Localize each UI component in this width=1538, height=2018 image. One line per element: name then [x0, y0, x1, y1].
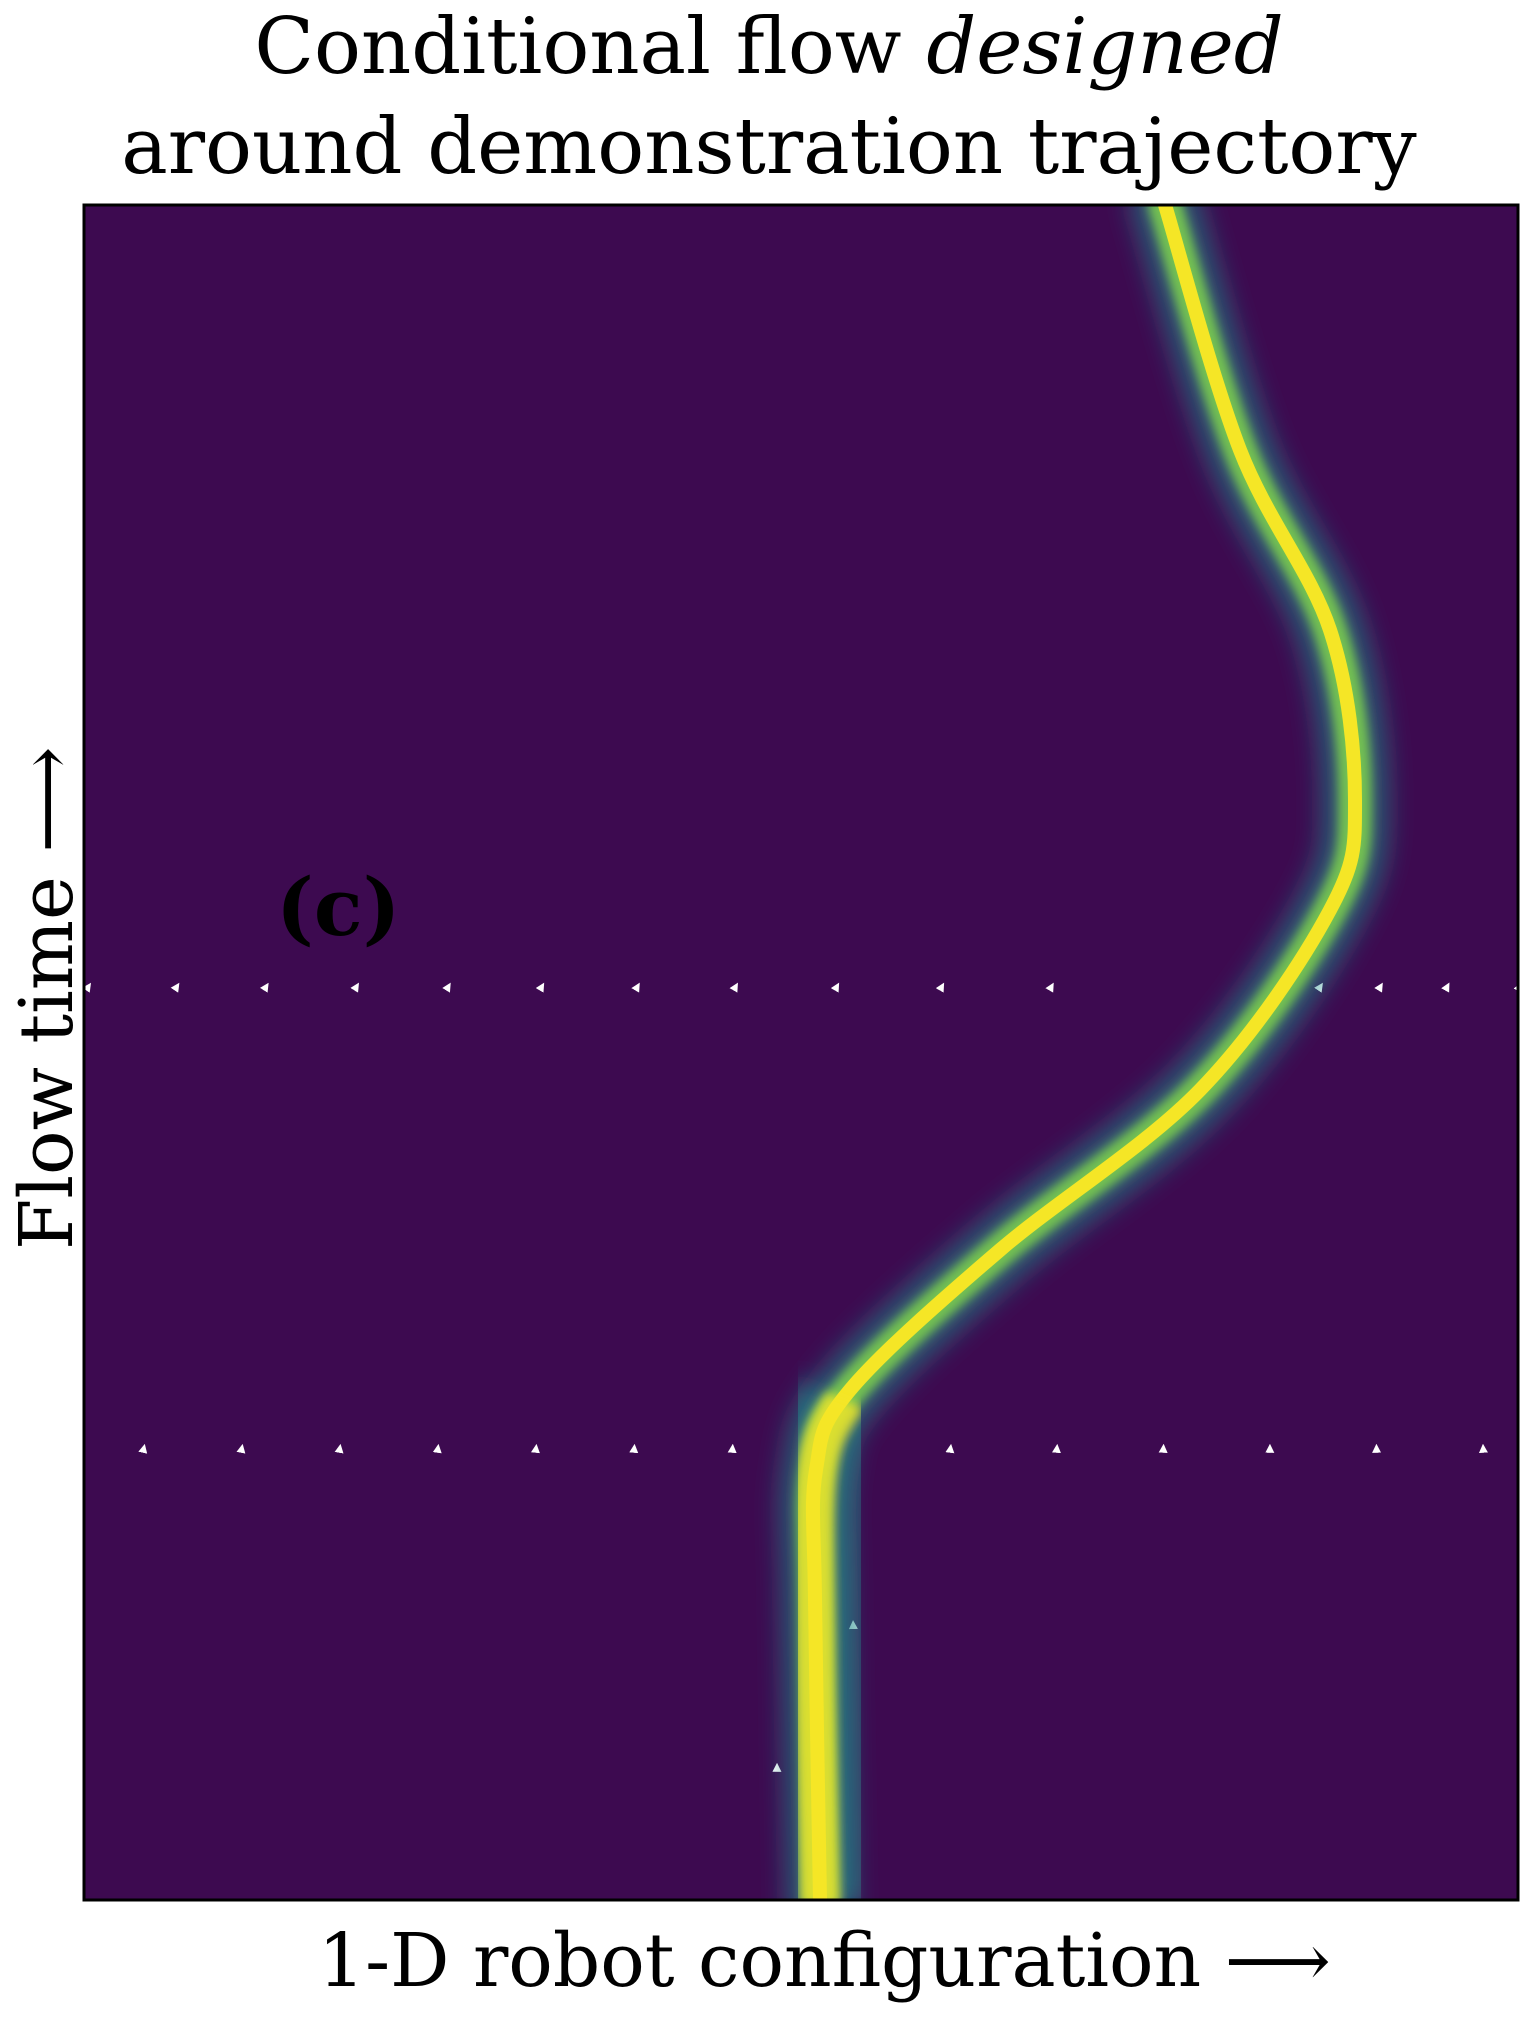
title-line-1: Conditional flow designed — [0, 8, 1538, 86]
demonstration-trajectory — [758, 205, 1391, 1900]
x-axis-arrow-icon: ⟶ — [1224, 1918, 1331, 2004]
title-text: Conditional flow — [254, 2, 902, 92]
title-line-2: around demonstration trajectory — [121, 102, 1417, 192]
title-emphasis: designed — [926, 2, 1284, 92]
x-axis-label-text: 1-D robot configuration — [318, 1918, 1202, 2004]
streamline-arrow — [29, 1448, 46, 1514]
plot-frame — [82, 203, 1520, 1902]
streamline-arrow — [0, 987, 1, 1053]
streamline-arrow — [84, 982, 92, 993]
panel-label: (c) — [276, 860, 400, 954]
trajectory-glow-base-core — [793, 1391, 864, 1900]
x-axis-label: 1-D robot configuration ⟶ — [318, 1918, 1331, 2004]
